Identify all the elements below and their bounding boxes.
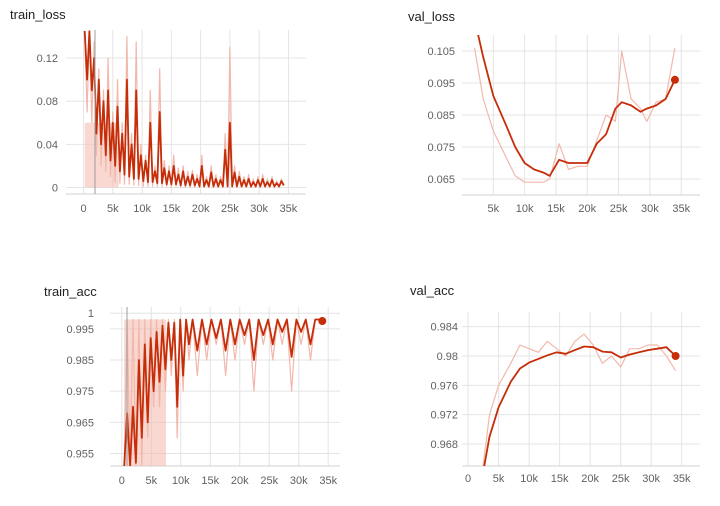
series-endpoint-marker [670, 75, 679, 84]
x-tick-label: 35k [673, 473, 691, 485]
x-tick-label: 20k [192, 203, 210, 215]
x-tick-label: 5k [488, 203, 500, 215]
x-tick-label: 15k [201, 475, 219, 487]
y-tick-label: 0.955 [66, 449, 94, 461]
y-tick-label: 0.04 [37, 139, 58, 151]
x-tick-label: 20k [581, 473, 599, 485]
x-tick-label: 30k [290, 475, 308, 487]
chart-title: train_loss [10, 7, 66, 22]
y-tick-label: 0.98 [437, 351, 458, 363]
x-tick-label: 20k [231, 475, 249, 487]
gridlines [462, 312, 700, 467]
y-tick-label: 1 [88, 308, 94, 320]
x-tick-label: 10k [172, 475, 190, 487]
smoothed-series-line [123, 318, 320, 466]
x-tick-label: 15k [551, 473, 569, 485]
x-tick-label: 15k [162, 203, 180, 215]
y-tick-label: 0.08 [37, 96, 58, 108]
y-tick-label: 0.085 [427, 110, 455, 122]
y-tick-label: 0.095 [427, 78, 455, 90]
y-tick-label: 0.972 [430, 410, 458, 422]
x-tick-label: 10k [520, 473, 538, 485]
y-tick-label: 0.965 [66, 417, 94, 429]
y-tick-label: 0.12 [37, 53, 58, 65]
smoothed-series-line [483, 345, 677, 466]
x-tick-label: 15k [547, 203, 565, 215]
y-tick-label: 0.976 [430, 380, 458, 392]
x-tick-label: 20k [578, 203, 596, 215]
val-loss-chart: 5k 10k 15k 20k 25k 30k 35k 0.065 0.075 0.085 0.095… [427, 35, 700, 215]
y-tick-label: 0.065 [427, 174, 455, 186]
x-tick-label: 25k [221, 203, 239, 215]
x-tick-label: 30k [642, 473, 660, 485]
smoothed-series-line [83, 30, 285, 188]
x-tick-label: 0 [465, 473, 471, 485]
train-loss-chart: 0 5k 10k 15k 20k 25k 30k 35k 0 0.04 0.08 0.12 [37, 30, 306, 215]
x-tick-label: 0 [119, 475, 125, 487]
raw-series-line [482, 333, 677, 466]
x-tick-label: 25k [612, 473, 630, 485]
smoothed-series-line [477, 35, 676, 177]
y-tick-label: 0.995 [66, 324, 94, 336]
y-tick-label: 0.105 [427, 46, 455, 58]
plot-area [473, 35, 676, 183]
x-tick-label: 25k [260, 475, 278, 487]
chart-title: val_acc [410, 283, 455, 298]
series-endpoint-marker [671, 352, 680, 360]
x-tick-label: 10k [516, 203, 534, 215]
x-tick-label: 0 [80, 203, 86, 215]
x-tick-label: 5k [145, 475, 157, 487]
x-tick-label: 30k [641, 203, 659, 215]
x-tick-label: 30k [250, 203, 268, 215]
y-tick-label: 0.985 [66, 355, 94, 367]
x-tick-label: 25k [610, 203, 628, 215]
plot-area [83, 30, 285, 189]
x-tick-label: 35k [319, 475, 337, 487]
y-tick-label: 0 [52, 183, 58, 195]
y-tick-label: 0.975 [66, 386, 94, 398]
raw-series-line [473, 47, 676, 183]
plot-area [123, 318, 320, 466]
x-tick-label: 10k [133, 203, 151, 215]
x-tick-label: 35k [672, 203, 690, 215]
series-endpoint-marker [318, 317, 327, 326]
chart-title: val_loss [408, 9, 455, 24]
x-tick-label: 35k [280, 203, 298, 215]
y-tick-label: 0.075 [427, 142, 455, 154]
plot-area [482, 333, 677, 466]
chart-title: train_acc [44, 284, 97, 299]
y-tick-label: 0.984 [430, 322, 458, 334]
y-tick-label: 0.968 [430, 439, 458, 451]
train-acc-chart: 0 5k 10k 15k 20k 25k 30k 35k 0.955 0.965 0.975 0.98… [66, 307, 340, 487]
x-tick-label: 5k [493, 473, 505, 485]
x-tick-label: 5k [107, 203, 119, 215]
